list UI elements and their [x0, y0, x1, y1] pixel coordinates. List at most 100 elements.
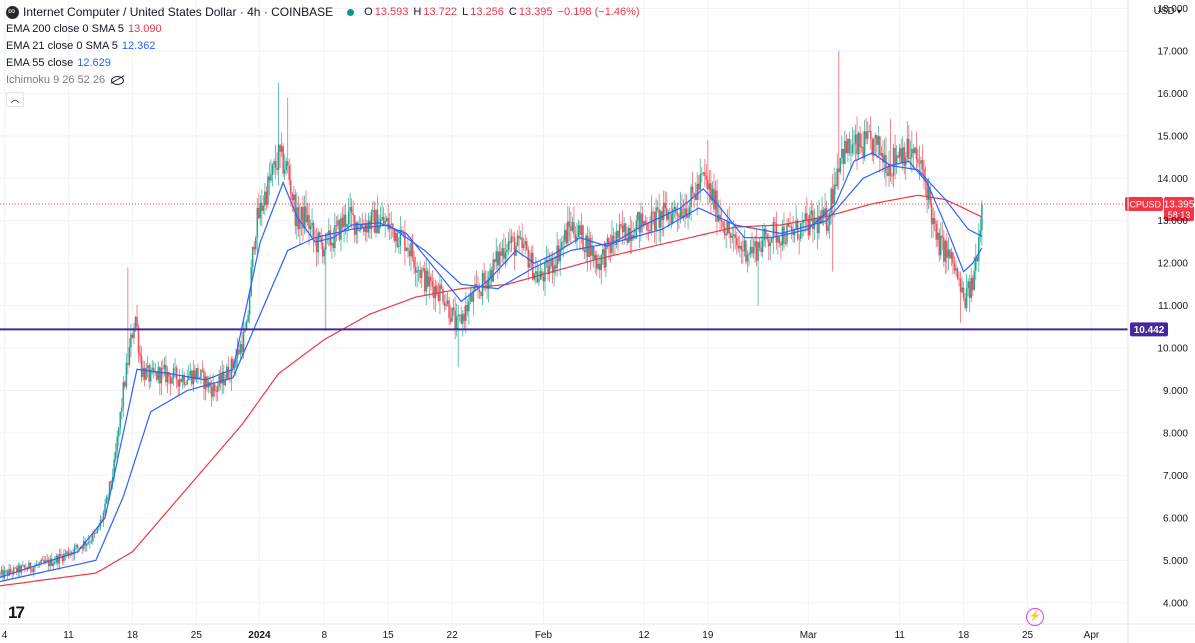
candle-body: [326, 233, 329, 235]
candle-body: [973, 270, 976, 291]
indicator-value: 12.629: [77, 57, 111, 69]
candle-body: [279, 144, 281, 152]
time-axis[interactable]: 4 11 18 25 2024 8 15 22 Feb 12 19 Mar 11 18 25 Apr: [0, 623, 1195, 641]
candle-body: [696, 183, 698, 201]
candle-body: [580, 225, 583, 235]
candle-body: [460, 314, 463, 324]
lightning-icon[interactable]: ⚡: [1026, 608, 1044, 626]
symbol-title[interactable]: Internet Computer / United States Dollar…: [23, 5, 334, 19]
candle-body: [620, 224, 622, 226]
indicator-ichimoku[interactable]: Ichimoku 9 26 52 26: [6, 72, 642, 89]
symbol-row[interactable]: Internet Computer / United States Dollar…: [6, 3, 642, 21]
candle-body: [184, 384, 187, 385]
ema21-path: [0, 152, 983, 578]
time-tick-label: 15: [383, 630, 395, 641]
indicator-ema21[interactable]: EMA 21 close 0 SMA 5 12.362: [6, 38, 642, 55]
currency-selector[interactable]: USD: [1154, 6, 1181, 17]
candle-body: [944, 240, 947, 262]
candle-body: [251, 246, 254, 268]
candle-body: [560, 242, 563, 249]
candle-body: [483, 272, 485, 282]
candle-body: [880, 153, 883, 156]
candle-body: [551, 257, 554, 273]
candle-body: [253, 246, 256, 250]
candle-body: [411, 242, 414, 258]
candle-body: [286, 161, 289, 166]
candle-body: [627, 227, 630, 243]
candle-body: [586, 235, 589, 258]
candle-body: [981, 203, 983, 231]
candle-body: [20, 565, 23, 573]
candle-body: [404, 232, 406, 251]
high-label: H: [413, 6, 422, 18]
candle-body: [827, 225, 829, 231]
candle-body: [571, 221, 574, 231]
candle-body: [90, 540, 93, 543]
price-tick-label: 13.000: [1157, 216, 1188, 227]
candle-body: [722, 221, 724, 228]
indicator-ema55[interactable]: EMA 55 close 12.629: [6, 55, 642, 72]
candle-body: [213, 384, 216, 391]
candle-body: [96, 527, 99, 533]
close-value: 13.395: [518, 6, 553, 18]
candle-body: [862, 146, 864, 159]
candle-body: [428, 276, 431, 287]
candle-body: [609, 245, 612, 253]
candle-body: [75, 545, 77, 548]
candle-body: [903, 147, 906, 166]
candle-body: [974, 257, 977, 271]
candle-body: [579, 225, 581, 235]
candle-body: [216, 386, 219, 392]
price-tick-label: 12.000: [1157, 259, 1188, 270]
eye-off-icon[interactable]: [111, 76, 125, 85]
candle-body: [678, 215, 680, 218]
candle-body: [64, 553, 67, 555]
candle-body: [274, 161, 277, 169]
candle-body: [647, 230, 650, 231]
candle-body: [338, 220, 341, 240]
candle-body: [761, 240, 764, 253]
candle-body: [860, 146, 863, 148]
candle-body: [614, 244, 616, 245]
candle-body: [139, 352, 141, 357]
candle-body: [356, 222, 359, 231]
candle-body: [953, 263, 956, 271]
candle-body: [254, 237, 257, 250]
candle-body: [568, 221, 571, 227]
tradingview-logo-icon[interactable]: 17: [8, 603, 25, 622]
candle-body: [883, 155, 886, 163]
candle-body: [777, 236, 779, 243]
candle-body: [513, 237, 516, 256]
market-status-icon[interactable]: [347, 9, 355, 16]
candle-body: [889, 163, 892, 176]
price-tick-label: 14.000: [1157, 174, 1188, 185]
candle-body: [303, 206, 306, 229]
candle-body: [649, 230, 651, 232]
price-tick-label: 6.000: [1163, 513, 1188, 524]
horizontal-line[interactable]: 10.442: [0, 322, 1168, 337]
candle-body: [501, 248, 504, 256]
time-tick-label: 12: [638, 630, 650, 641]
chevron-up-icon[interactable]: ︿: [6, 92, 24, 107]
candle-body: [795, 220, 797, 229]
candle-body: [469, 294, 472, 302]
candle-body: [637, 212, 639, 221]
candle-body: [595, 254, 598, 269]
candle-body: [767, 239, 770, 247]
price-tick-label: 4.000: [1163, 598, 1188, 609]
candle-body: [375, 209, 377, 233]
candle-body: [766, 234, 769, 240]
indicator-value: 13.090: [128, 23, 162, 35]
candle-body: [148, 365, 150, 382]
candle-body: [710, 183, 712, 201]
ema55-path: [0, 164, 983, 583]
candle-body: [104, 503, 106, 513]
candle-body: [623, 223, 625, 233]
candle-body: [92, 533, 94, 541]
candle-body: [807, 219, 810, 236]
price-axis[interactable]: 4.000 5.000 6.000 7.000 8.000 9.000 10.000 11.0…: [1127, 0, 1188, 643]
candle-body: [350, 206, 353, 213]
candle-body: [17, 565, 20, 573]
indicator-ema200[interactable]: EMA 200 close 0 SMA 5 13.090: [6, 21, 642, 38]
